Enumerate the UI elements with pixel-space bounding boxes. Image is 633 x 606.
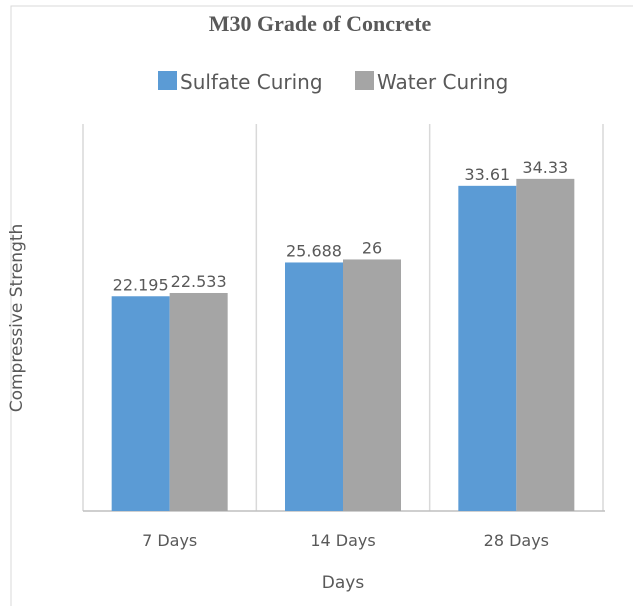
bar-water-curing [516, 178, 575, 512]
bar-sulfate-curing [111, 296, 170, 511]
legend-label: Sulfate Curing [180, 70, 323, 94]
bar-sulfate-curing [285, 262, 343, 511]
legend: Sulfate Curing Water Curing [158, 70, 508, 94]
y-axis-label: Compressive Strength [7, 224, 27, 413]
data-label: 33.61 [464, 165, 510, 184]
x-tick-label: 7 Days [142, 531, 197, 550]
legend-swatch [158, 71, 177, 90]
bar-water-curing [343, 259, 401, 511]
data-label: 22.533 [171, 272, 227, 291]
legend-label: Water Curing [377, 70, 508, 94]
bar-sulfate-curing [458, 185, 517, 512]
bars [111, 178, 575, 512]
x-tick-label: 14 Days [310, 531, 375, 550]
chart-title: M30 Grade of Concrete [209, 11, 432, 36]
x-tick-labels: 7 Days 14 Days 28 Days [142, 531, 549, 550]
legend-swatch [355, 71, 374, 90]
data-label: 34.33 [522, 158, 568, 177]
data-label: 22.195 [113, 275, 169, 294]
x-axis-label: Days [322, 573, 365, 593]
bar-water-curing [169, 292, 228, 511]
data-label: 25.688 [286, 241, 342, 260]
data-label: 26 [362, 238, 382, 257]
data-labels: 22.195 22.533 25.688 26 33.61 34.33 [113, 158, 569, 294]
x-tick-label: 28 Days [484, 531, 549, 550]
